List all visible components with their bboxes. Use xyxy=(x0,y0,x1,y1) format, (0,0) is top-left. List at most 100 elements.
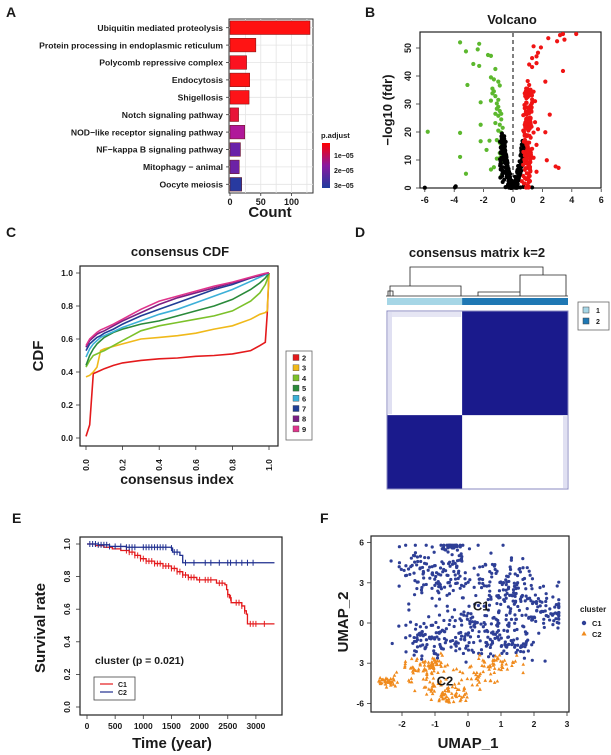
point-C2 xyxy=(497,653,502,657)
point-C2 xyxy=(437,698,441,703)
point-C1 xyxy=(470,648,474,652)
color-bar xyxy=(322,143,330,188)
point-C2 xyxy=(431,681,435,685)
point-C1 xyxy=(444,627,448,631)
cdf-line-k3 xyxy=(85,272,270,378)
point-C1 xyxy=(416,559,420,564)
point-C1 xyxy=(420,654,424,658)
point-C1 xyxy=(428,576,432,580)
point-C1 xyxy=(420,657,424,661)
point-up xyxy=(524,134,529,139)
bars xyxy=(229,20,311,192)
point-C2 xyxy=(431,676,436,680)
cluster-label: C2 xyxy=(437,674,454,689)
x-tick-label: 6 xyxy=(599,195,604,205)
point-C2 xyxy=(424,685,428,689)
point-C1 xyxy=(423,632,427,637)
point-down xyxy=(477,63,482,69)
point-C1 xyxy=(424,625,428,629)
point-C2 xyxy=(413,688,417,693)
y-tick-labels: 0.0 0.2 0.4 0.6 0.8 1.0 xyxy=(62,538,80,713)
point-C2 xyxy=(429,662,434,666)
point-up xyxy=(538,45,544,50)
point-C2 xyxy=(498,659,503,663)
point-C1 xyxy=(459,552,463,556)
point-up xyxy=(534,169,539,174)
point-C1 xyxy=(509,607,513,611)
heatmap-edge-cells xyxy=(388,312,392,415)
point-C2 xyxy=(454,667,459,671)
point-C2 xyxy=(481,669,485,674)
point-down xyxy=(491,77,496,82)
point-C1 xyxy=(419,588,424,592)
point-C2 xyxy=(385,677,390,681)
cdf-line-k5 xyxy=(85,272,270,366)
point-C1 xyxy=(416,580,420,584)
point-C1 xyxy=(507,621,511,625)
point-C2 xyxy=(383,682,388,686)
point-C2 xyxy=(495,679,500,683)
dendrogram xyxy=(386,266,568,297)
point-C1 xyxy=(432,649,436,653)
point-C2 xyxy=(458,669,462,673)
point-up xyxy=(547,112,552,117)
point-C2 xyxy=(444,694,449,699)
point-C1 xyxy=(412,593,417,597)
point-C2 xyxy=(377,678,381,682)
point-C1 xyxy=(460,554,464,559)
point-up xyxy=(524,116,529,121)
point-C2 xyxy=(476,656,481,660)
point-down xyxy=(493,94,498,99)
point-C2 xyxy=(514,653,519,657)
legend-label: 2e−05 xyxy=(334,168,354,175)
point-ns xyxy=(452,185,458,190)
point-C1 xyxy=(500,651,504,655)
point-C2 xyxy=(444,677,448,681)
point-C1 xyxy=(448,584,452,588)
point-C2 xyxy=(440,653,445,657)
bar xyxy=(229,72,250,87)
point-C1 xyxy=(497,609,501,613)
point-up xyxy=(527,147,532,152)
point-down xyxy=(497,83,502,88)
point-C1 xyxy=(442,543,446,547)
point-C1 xyxy=(402,568,406,573)
point-C2 xyxy=(495,655,500,660)
y-tick-labels: 6 3 0 3 -6 xyxy=(356,538,371,708)
y-tick-label: 6 xyxy=(359,538,364,548)
point-C1 xyxy=(530,618,535,622)
point-up xyxy=(527,152,532,157)
point-C2 xyxy=(426,660,431,664)
point-C1 xyxy=(456,571,461,575)
point-C1 xyxy=(511,588,516,592)
point-ns xyxy=(499,131,504,136)
point-C1 xyxy=(451,638,455,643)
point-C1 xyxy=(488,637,492,641)
point-C1 xyxy=(506,605,510,609)
legend-label: C1 xyxy=(118,682,127,689)
point-C1 xyxy=(439,573,443,577)
y-tick-label: 0.8 xyxy=(62,570,72,582)
point-C1 xyxy=(442,585,447,589)
legend-label: 4 xyxy=(302,374,307,383)
point-down xyxy=(425,129,430,134)
point-up xyxy=(527,82,532,88)
point-C1 xyxy=(496,621,500,626)
legend-label: C2 xyxy=(118,690,127,697)
point-C1 xyxy=(452,608,457,612)
plot-frame xyxy=(79,265,279,447)
point-C1 xyxy=(460,596,465,600)
point-C1 xyxy=(464,660,468,664)
point-C2 xyxy=(502,658,507,662)
y-tick-label: 0.4 xyxy=(61,367,73,377)
point-C1 xyxy=(530,658,534,662)
category-label: Oocyte meiosis xyxy=(159,180,223,190)
point-C1 xyxy=(488,645,492,650)
point-C1 xyxy=(466,580,470,584)
point-C1 xyxy=(408,572,412,577)
point-C1 xyxy=(500,582,504,587)
point-down xyxy=(496,79,501,84)
point-C1 xyxy=(479,651,484,656)
point-down xyxy=(491,165,496,170)
point-C1 xyxy=(542,621,546,625)
